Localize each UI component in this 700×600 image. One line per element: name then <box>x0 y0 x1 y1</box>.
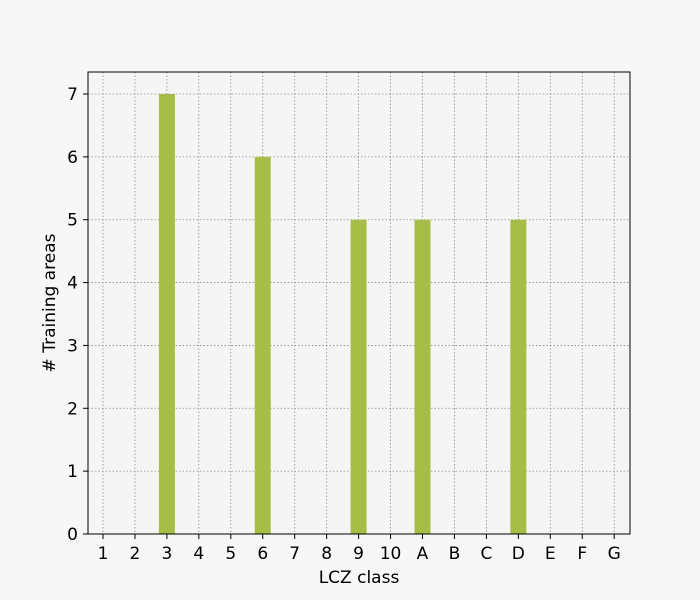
bars <box>158 94 527 534</box>
x-tick-label: 6 <box>257 544 268 564</box>
x-tick-label: 7 <box>289 544 300 564</box>
x-tick-label: 10 <box>380 544 402 564</box>
y-tick-label: 7 <box>67 85 78 105</box>
y-tick-label: 4 <box>67 274 78 294</box>
x-tick-label: F <box>577 544 587 564</box>
bar-9 <box>350 219 367 534</box>
x-tick-label: 3 <box>161 544 172 564</box>
x-tick-label: 9 <box>353 544 364 564</box>
x-tick-label: C <box>480 544 492 564</box>
x-tick-label: 4 <box>193 544 204 564</box>
y-axis-title: # Training areas <box>40 233 60 372</box>
x-tick-label: 2 <box>130 544 141 564</box>
bar-6 <box>254 156 271 534</box>
x-tick-label: A <box>417 544 429 564</box>
x-tick-label: 8 <box>321 544 332 564</box>
y-tick-label: 3 <box>67 336 78 356</box>
x-tick-label: E <box>545 544 556 564</box>
bar-A <box>414 219 431 534</box>
bar-3 <box>158 94 175 534</box>
y-tick-label: 1 <box>67 462 78 482</box>
x-tick-label: 5 <box>225 544 236 564</box>
y-tick-label: 0 <box>67 525 78 545</box>
bar-D <box>510 219 527 534</box>
x-tick-label: D <box>512 544 525 564</box>
x-tick-label: G <box>608 544 621 564</box>
y-tick-label: 2 <box>67 399 78 419</box>
y-tick-label: 6 <box>67 148 78 168</box>
x-axis-title: LCZ class <box>319 568 400 588</box>
y-tick-label: 5 <box>67 211 78 231</box>
x-tick-label: 1 <box>98 544 109 564</box>
x-tick-label: B <box>449 544 461 564</box>
